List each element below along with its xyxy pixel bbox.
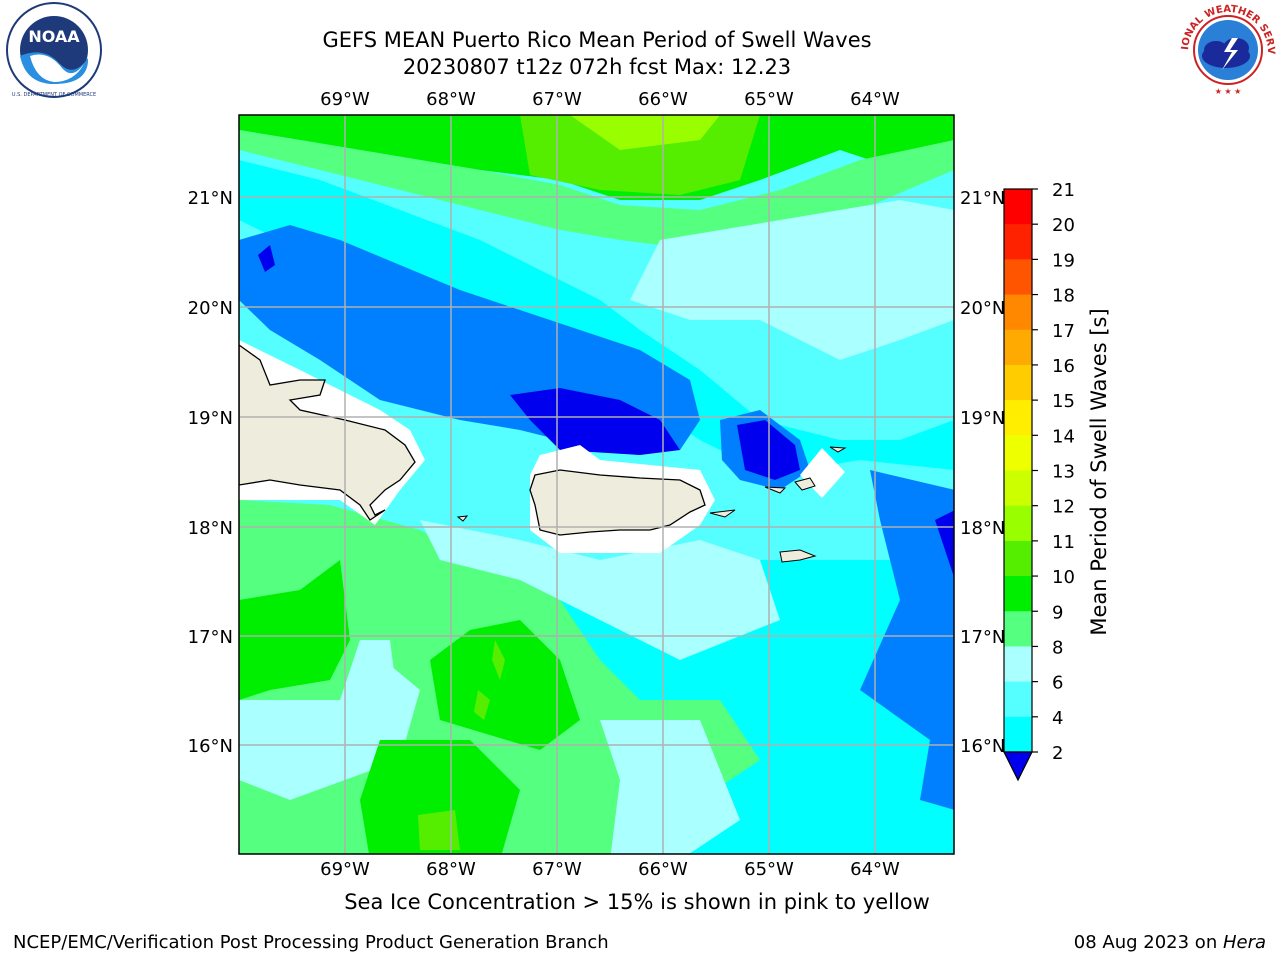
lat-label: 20°N xyxy=(188,298,233,319)
colorbar-segment xyxy=(1004,364,1032,401)
lon-label: 64°W xyxy=(850,89,900,110)
svg-text:NOAA: NOAA xyxy=(28,27,80,46)
colorbar-tick-label: 6 xyxy=(1052,673,1063,694)
latitude-labels-left: 21°N 20°N 19°N 18°N 17°N 16°N xyxy=(188,188,233,757)
lon-label: 68°W xyxy=(426,89,476,110)
lon-label: 69°W xyxy=(320,859,370,880)
lon-label: 69°W xyxy=(320,89,370,110)
colorbar-segment xyxy=(1004,716,1032,753)
lon-label: 68°W xyxy=(426,859,476,880)
colorbar-segment xyxy=(1004,259,1032,296)
lon-label: 66°W xyxy=(638,89,688,110)
longitude-labels-top: 69°W 68°W 67°W 66°W 65°W 64°W xyxy=(320,89,900,110)
colorbar-segment xyxy=(1004,505,1032,542)
colorbar-extension xyxy=(1003,751,1033,782)
svg-text:★ ★ ★: ★ ★ ★ xyxy=(1215,87,1242,96)
colorbar-tick-label: 10 xyxy=(1052,567,1075,588)
lon-label: 67°W xyxy=(532,89,582,110)
map-frame xyxy=(238,114,955,855)
colorbar-segment xyxy=(1004,681,1032,718)
lon-label: 64°W xyxy=(850,859,900,880)
lat-label: 19°N xyxy=(960,408,1005,429)
colorbar-segment xyxy=(1004,576,1032,612)
lat-label: 21°N xyxy=(960,188,1005,209)
map-subtitle: 20230807 t12z 072h fcst Max: 12.23 xyxy=(402,55,792,79)
lon-label: 67°W xyxy=(532,859,582,880)
colorbar-segment xyxy=(1004,189,1032,225)
colorbar-segment xyxy=(1004,540,1032,577)
colorbar-tick-label: 15 xyxy=(1052,391,1075,412)
colorbar-segment xyxy=(1004,611,1032,647)
footer-branch: NCEP/EMC/Verification Post Processing Pr… xyxy=(13,932,609,953)
colorbar-tick-label: 9 xyxy=(1052,602,1063,623)
lat-label: 18°N xyxy=(188,518,233,539)
colorbar-tick-label: 11 xyxy=(1052,532,1075,553)
lat-label: 19°N xyxy=(188,408,233,429)
footer-machine: Hera xyxy=(1222,932,1266,953)
sea-ice-note: Sea Ice Concentration > 15% is shown in … xyxy=(344,890,930,914)
lat-label: 16°N xyxy=(188,736,233,757)
colorbar-tick-label: 8 xyxy=(1052,637,1063,658)
colorbar-segment xyxy=(1004,470,1032,507)
colorbar-tick-label: 2 xyxy=(1052,743,1063,764)
map-title: GEFS MEAN Puerto Rico Mean Period of Swe… xyxy=(322,28,872,52)
lat-label: 18°N xyxy=(960,518,1005,539)
colorbar-tick-label: 16 xyxy=(1052,356,1075,377)
map-gridlines xyxy=(239,115,954,854)
colorbar-segment xyxy=(1004,435,1032,471)
footer-date: 08 Aug 2023 on Hera xyxy=(1074,932,1266,953)
colorbar-label: Mean Period of Swell Waves [s] xyxy=(1087,308,1111,635)
lat-label: 20°N xyxy=(960,298,1005,319)
lat-label: 17°N xyxy=(960,627,1005,648)
colorbar-tick-label: 21 xyxy=(1052,180,1075,201)
nws-logo: NATIONAL WEATHER SERVICE ★ ★ ★ xyxy=(1172,0,1280,104)
colorbar-tick-label: 19 xyxy=(1052,250,1075,271)
colorbar-tick-label: 12 xyxy=(1052,497,1075,518)
latitude-labels-right: 21°N 20°N 19°N 18°N 17°N 16°N xyxy=(960,188,1005,757)
colorbar-tick-label: 18 xyxy=(1052,286,1075,307)
colorbar-segment xyxy=(1004,224,1032,260)
svg-text:U.S. DEPARTMENT OF COMMERCE: U.S. DEPARTMENT OF COMMERCE xyxy=(12,92,96,98)
colorbar-tick-label: 17 xyxy=(1052,321,1075,342)
lon-label: 65°W xyxy=(744,859,794,880)
swell-period-field xyxy=(239,115,954,854)
lat-label: 21°N xyxy=(188,188,233,209)
lon-label: 66°W xyxy=(638,859,688,880)
colorbar-tick-label: 13 xyxy=(1052,462,1075,483)
colorbar-tick-label: 14 xyxy=(1052,426,1075,447)
lat-label: 16°N xyxy=(960,736,1005,757)
colorbar-tick-label: 4 xyxy=(1052,708,1063,729)
lat-label: 17°N xyxy=(188,627,233,648)
colorbar-segment xyxy=(1004,400,1032,436)
colorbar-segment xyxy=(1004,646,1032,683)
lon-label: 65°W xyxy=(744,89,794,110)
colorbar: 21 20 19 18 17 16 15 14 13 12 11 10 9 8 6 4 2 xyxy=(1003,180,1075,782)
noaa-logo: NOAA U.S. DEPARTMENT OF COMMERCE xyxy=(4,2,104,106)
footer-date-text: 08 Aug 2023 on xyxy=(1073,932,1223,953)
longitude-labels-bottom: 69°W 68°W 67°W 66°W 65°W 64°W xyxy=(320,859,900,880)
colorbar-segment xyxy=(1004,294,1032,331)
colorbar-tick-label: 20 xyxy=(1052,215,1075,236)
colorbar-segment xyxy=(1004,329,1032,366)
